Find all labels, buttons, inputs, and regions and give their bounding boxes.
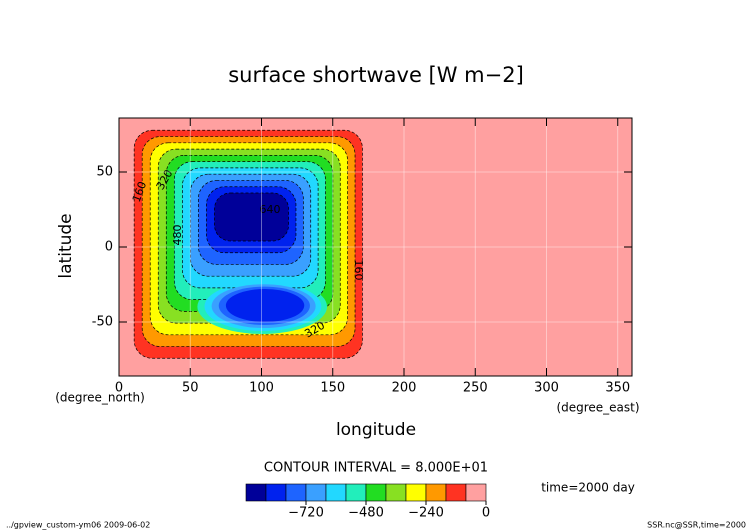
colorbar-box <box>365 483 387 502</box>
colorbar-box <box>465 483 487 502</box>
contour-label: 160 <box>352 260 365 281</box>
colorbar-tick-label: −480 <box>348 506 384 521</box>
colorbar-box <box>305 483 327 502</box>
colorbar-tick-label: 0 <box>482 506 490 521</box>
contour-label: 640 <box>260 203 281 216</box>
contour-line <box>198 180 304 265</box>
contour-line <box>206 186 297 254</box>
contour-fill <box>214 193 289 241</box>
x-tick-label: 250 <box>463 381 488 396</box>
footer-left: ../gpview_custom-ym06 2009-06-02 <box>6 521 150 530</box>
colorbar-tick-label: −720 <box>288 506 324 521</box>
contour-interval: CONTOUR INTERVAL = 8.000E+01 <box>264 461 488 476</box>
colorbar-box <box>385 483 407 502</box>
x-tick-label: 300 <box>534 381 559 396</box>
colorbar-box <box>405 483 427 502</box>
x-unit: (degree_east) <box>556 401 639 415</box>
contour-label: 480 <box>171 225 184 246</box>
colorbar-box <box>325 483 347 502</box>
colorbar-box <box>345 483 367 502</box>
colorbar-box <box>245 483 267 502</box>
contour-line <box>214 192 289 242</box>
colorbar-box <box>265 483 287 502</box>
contour-line <box>133 129 363 359</box>
contour-line <box>141 136 356 347</box>
y-tick-label: 50 <box>96 165 113 180</box>
colorbar-tick-label: −240 <box>408 506 444 521</box>
y-tick-label: -50 <box>92 315 113 330</box>
x-tick-label: 200 <box>392 381 417 396</box>
chart-title: surface shortwave [W m−2] <box>228 63 524 87</box>
contour-fill <box>225 289 305 322</box>
contour-line <box>149 142 348 336</box>
colorbar-box <box>445 483 467 502</box>
y-tick-label: 0 <box>105 240 113 255</box>
colorbar-box <box>425 483 447 502</box>
y-unit: (degree_north) <box>55 391 145 405</box>
x-tick-label: 50 <box>182 381 199 396</box>
x-tick-label: 350 <box>605 381 630 396</box>
footer-right: SSR.nc@SSR,time=2000 <box>647 521 746 530</box>
time-label: time=2000 day <box>541 481 635 495</box>
x-tick-label: 100 <box>249 381 274 396</box>
x-axis-label: longitude <box>336 420 416 440</box>
x-tick-label: 150 <box>320 381 345 396</box>
colorbar-box <box>285 483 307 502</box>
x-tick-label: 0 <box>115 381 123 396</box>
y-axis-label: latitude <box>56 213 76 278</box>
